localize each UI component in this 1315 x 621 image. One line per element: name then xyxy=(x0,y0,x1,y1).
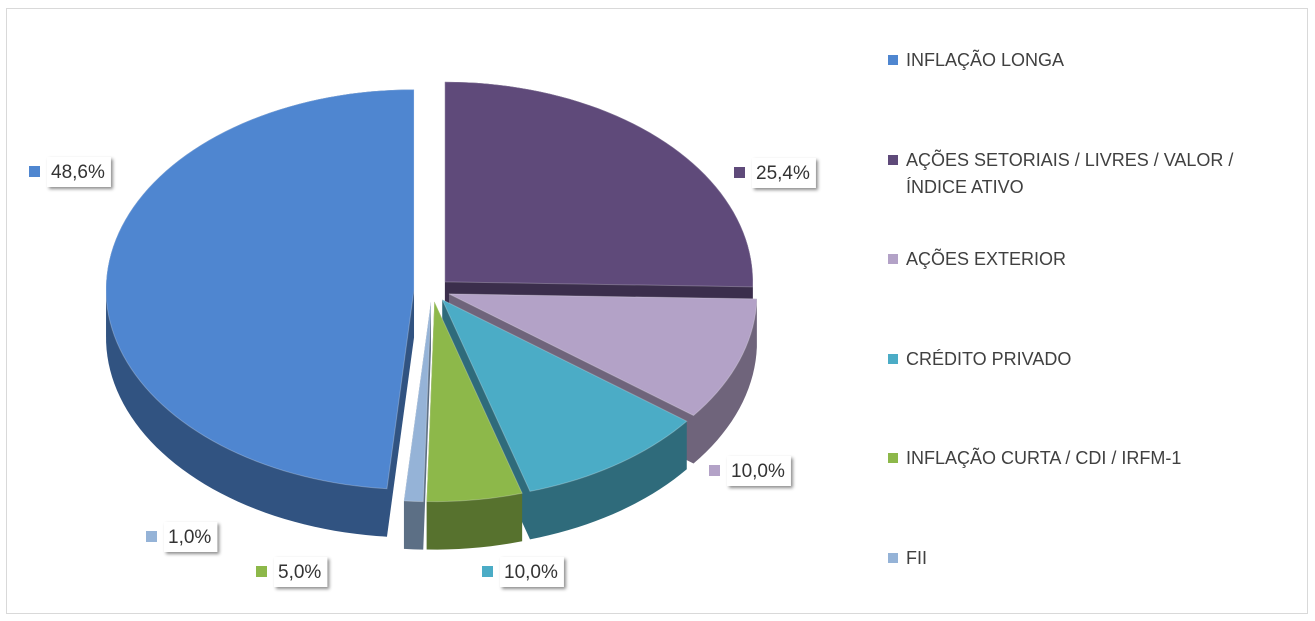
value-label-text: 10,0% xyxy=(731,461,785,482)
legend-item: FII xyxy=(888,545,1293,572)
legend-item: INFLAÇÃO LONGA xyxy=(888,47,1293,74)
value-label-text: 48,6% xyxy=(51,162,105,183)
legend-label: INFLAÇÃO LONGA xyxy=(906,50,1065,70)
value-label-text: 25,4% xyxy=(756,163,810,184)
legend-swatch xyxy=(888,154,898,165)
legend-label: AÇÕES SETORIAIS / LIVRES / VALOR / ÍNDIC… xyxy=(906,149,1234,197)
label-marker xyxy=(482,566,493,577)
legend-swatch xyxy=(888,254,898,264)
legend-label: CRÉDITO PRIVADO xyxy=(906,348,1072,369)
label-box xyxy=(274,557,328,587)
value-label: 5,0% xyxy=(274,557,328,587)
label-marker xyxy=(146,531,157,542)
value-label-text: 5,0% xyxy=(278,562,321,583)
value-label: 48,6% xyxy=(47,157,111,187)
slice xyxy=(105,88,415,490)
label-marker xyxy=(256,566,267,577)
value-label: 1,0% xyxy=(164,522,218,552)
legend-swatch xyxy=(888,453,898,463)
value-label: 10,0% xyxy=(727,456,791,486)
slice xyxy=(441,298,688,492)
legend-label: FII xyxy=(906,547,927,568)
value-label: 25,4% xyxy=(752,158,816,188)
label-box xyxy=(727,456,791,486)
label-box xyxy=(47,157,111,187)
chart-frame xyxy=(6,8,1308,614)
value-label-text: 1,0% xyxy=(168,527,211,548)
legend-swatch xyxy=(888,353,898,364)
legend-swatch xyxy=(888,552,898,563)
legend-item: AÇÕES EXTERIOR xyxy=(888,246,1293,273)
label-box xyxy=(164,522,218,552)
label-marker xyxy=(29,166,40,177)
slice xyxy=(448,293,758,417)
legend-item: INFLAÇÃO CURTA / CDI / IRFM-1 xyxy=(888,445,1293,472)
legend-label: AÇÕES EXTERIOR xyxy=(906,249,1067,269)
label-marker xyxy=(709,465,720,476)
value-label-text: 10,0% xyxy=(504,562,558,583)
slice xyxy=(426,301,523,503)
legend-item: AÇÕES SETORIAIS / LIVRES / VALOR / ÍNDIC… xyxy=(888,147,1293,201)
legend-item: CRÉDITO PRIVADO xyxy=(888,346,1293,373)
slice xyxy=(444,81,754,288)
label-box xyxy=(500,557,564,587)
label-box xyxy=(752,158,816,188)
legend-label: INFLAÇÃO CURTA / CDI / IRFM-1 xyxy=(906,448,1182,468)
legend-swatch xyxy=(888,55,898,65)
value-label: 10,0% xyxy=(500,557,564,587)
slice xyxy=(403,301,432,503)
label-marker xyxy=(734,167,745,178)
